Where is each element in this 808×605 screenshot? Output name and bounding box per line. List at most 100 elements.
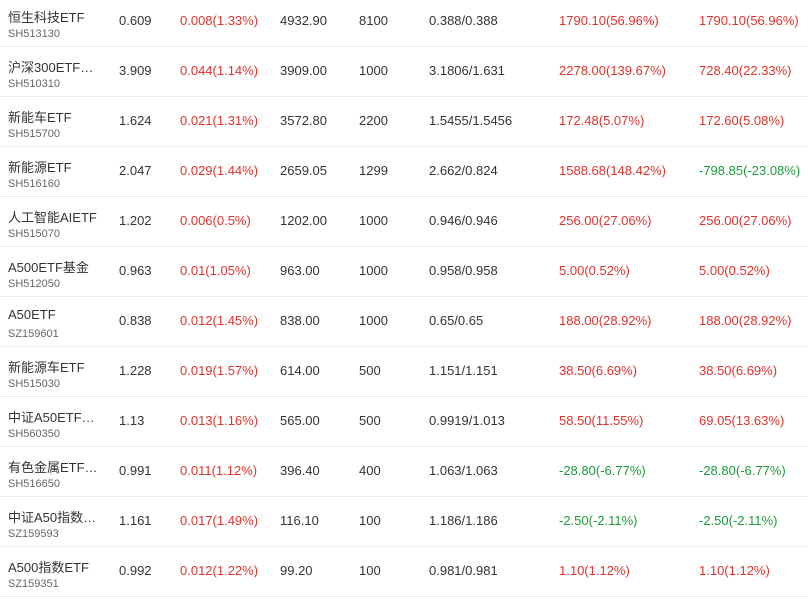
fund-code: SH516160	[8, 178, 60, 190]
price-value: 0.992	[119, 563, 152, 578]
change-value: 0.017(1.49%)	[180, 513, 259, 528]
fund-name: 新能车ETF	[8, 110, 72, 125]
price-value: 1.202	[119, 213, 152, 228]
fund-code: SH516650	[8, 478, 60, 490]
change-value: 0.012(1.45%)	[180, 313, 259, 328]
holding-row[interactable]: A500指数ETF SZ159351 0.992 0.012(1.22%) 99.20 1…	[0, 547, 808, 597]
profit-value: -2.50(-2.11%)	[559, 513, 638, 528]
quantity-value: 1000	[359, 313, 388, 328]
change-value: 0.019(1.57%)	[180, 363, 259, 378]
market-value: 565.00	[280, 413, 320, 428]
profit-value: 5.00(0.52%)	[559, 263, 630, 278]
price-value: 1.228	[119, 363, 152, 378]
quantity-value: 1000	[359, 263, 388, 278]
cost-value: 1.151/1.151	[429, 363, 498, 378]
market-value: 1202.00	[280, 213, 327, 228]
market-value: 4932.90	[280, 13, 327, 28]
holding-row[interactable]: 新能源车ETF SH515030 1.228 0.019(1.57%) 614.00 50…	[0, 347, 808, 397]
cost-value: 1.5455/1.5456	[429, 113, 513, 128]
holding-row[interactable]: 新能车ETF SH515700 1.624 0.021(1.31%) 3572.80 22…	[0, 97, 808, 147]
fund-name: A500ETF基金	[8, 260, 89, 275]
cost-value: 0.958/0.958	[429, 263, 498, 278]
price-value: 0.963	[119, 263, 152, 278]
fund-name: 沪深300ETF…	[8, 60, 94, 75]
profit-value: 1588.68(148.42%)	[559, 163, 666, 178]
price-value: 2.047	[119, 163, 152, 178]
market-value: 116.10	[280, 513, 319, 528]
profit2-value: -28.80(-6.77%)	[699, 463, 786, 478]
quantity-value: 1299	[359, 163, 388, 178]
price-value: 0.838	[119, 313, 152, 328]
fund-code: SZ159593	[8, 528, 59, 540]
holding-row[interactable]: A500ETF基金 SH512050 0.963 0.01(1.05%) 963.00 1…	[0, 247, 808, 297]
market-value: 2659.05	[280, 163, 327, 178]
price-value: 1.161	[119, 513, 152, 528]
change-value: 0.006(0.5%)	[180, 213, 251, 228]
holding-row[interactable]: 恒生科技ETF SH513130 0.609 0.008(1.33%) 4932.90 8…	[0, 0, 808, 47]
profit-value: 188.00(28.92%)	[559, 313, 652, 328]
profit-value: 38.50(6.69%)	[559, 363, 638, 378]
cost-value: 0.388/0.388	[429, 13, 498, 28]
cost-value: 0.9919/1.013	[429, 413, 505, 428]
quantity-value: 1000	[359, 213, 388, 228]
cost-value: 0.981/0.981	[429, 563, 498, 578]
market-value: 614.00	[280, 363, 320, 378]
quantity-value: 8100	[359, 13, 388, 28]
profit-value: -28.80(-6.77%)	[559, 463, 646, 478]
profit2-value: -798.85(-23.08%)	[699, 163, 801, 178]
profit2-value: 172.60(5.08%)	[699, 113, 785, 128]
holding-row[interactable]: 人工智能AIETF SH515070 1.202 0.006(0.5%) 1202.00…	[0, 197, 808, 247]
market-value: 963.00	[280, 263, 320, 278]
market-value: 99.20	[280, 563, 313, 578]
change-value: 0.021(1.31%)	[180, 113, 259, 128]
fund-name: A50ETF	[8, 307, 56, 322]
fund-code: SH513130	[8, 28, 60, 40]
holding-row[interactable]: 沪深300ETF… SH510310 3.909 0.044(1.14%) 3909.0…	[0, 47, 808, 97]
change-value: 0.029(1.44%)	[180, 163, 259, 178]
quantity-value: 2200	[359, 113, 388, 128]
holding-row[interactable]: A50ETF SZ159601 0.838 0.012(1.45%) 838.00 100…	[0, 297, 808, 347]
holding-row[interactable]: 新能源ETF SH516160 2.047 0.029(1.44%) 2659.05 12…	[0, 147, 808, 197]
market-value: 396.40	[280, 463, 320, 478]
change-value: 0.013(1.16%)	[180, 413, 259, 428]
fund-name: A500指数ETF	[8, 560, 89, 575]
price-value: 3.909	[119, 63, 152, 78]
fund-name: 中证A50ETF…	[8, 410, 95, 425]
fund-name: 有色金属ETF…	[8, 460, 98, 475]
holding-row[interactable]: 中证A50指数… SZ159593 1.161 0.017(1.49%) 116.10 1…	[0, 497, 808, 547]
profit2-value: -2.50(-2.11%)	[699, 513, 778, 528]
change-value: 0.008(1.33%)	[180, 13, 259, 28]
change-value: 0.01(1.05%)	[180, 263, 251, 278]
fund-code: SH515030	[8, 378, 60, 390]
profit-value: 1.10(1.12%)	[559, 563, 630, 578]
profit2-value: 728.40(22.33%)	[699, 63, 792, 78]
market-value: 3909.00	[280, 63, 327, 78]
quantity-value: 100	[359, 563, 381, 578]
profit2-value: 69.05(13.63%)	[699, 413, 785, 428]
profit2-value: 5.00(0.52%)	[699, 263, 770, 278]
fund-name: 中证A50指数…	[8, 510, 97, 525]
holding-row[interactable]: 有色金属ETF… SH516650 0.991 0.011(1.12%) 396.40 4…	[0, 447, 808, 497]
profit2-value: 256.00(27.06%)	[699, 213, 792, 228]
fund-code: SH515700	[8, 128, 60, 140]
cost-value: 2.662/0.824	[429, 163, 498, 178]
price-value: 0.609	[119, 13, 152, 28]
cost-value: 3.1806/1.631	[429, 63, 505, 78]
market-value: 838.00	[280, 313, 320, 328]
cost-value: 0.946/0.946	[429, 213, 498, 228]
price-value: 0.991	[119, 463, 152, 478]
profit2-value: 38.50(6.69%)	[699, 363, 778, 378]
profit2-value: 1.10(1.12%)	[699, 563, 770, 578]
profit2-value: 188.00(28.92%)	[699, 313, 792, 328]
holding-row[interactable]: 中证A50ETF… SH560350 1.13 0.013(1.16%) 565.00 5…	[0, 397, 808, 447]
fund-code: SH560350	[8, 428, 60, 440]
change-value: 0.011(1.12%)	[180, 463, 258, 478]
price-value: 1.624	[119, 113, 152, 128]
quantity-value: 500	[359, 413, 381, 428]
change-value: 0.012(1.22%)	[180, 563, 259, 578]
quantity-value: 500	[359, 363, 381, 378]
price-value: 1.13	[119, 413, 145, 428]
profit-value: 58.50(11.55%)	[559, 413, 644, 428]
fund-name: 人工智能AIETF	[8, 210, 97, 225]
fund-code: SZ159601	[8, 328, 59, 340]
